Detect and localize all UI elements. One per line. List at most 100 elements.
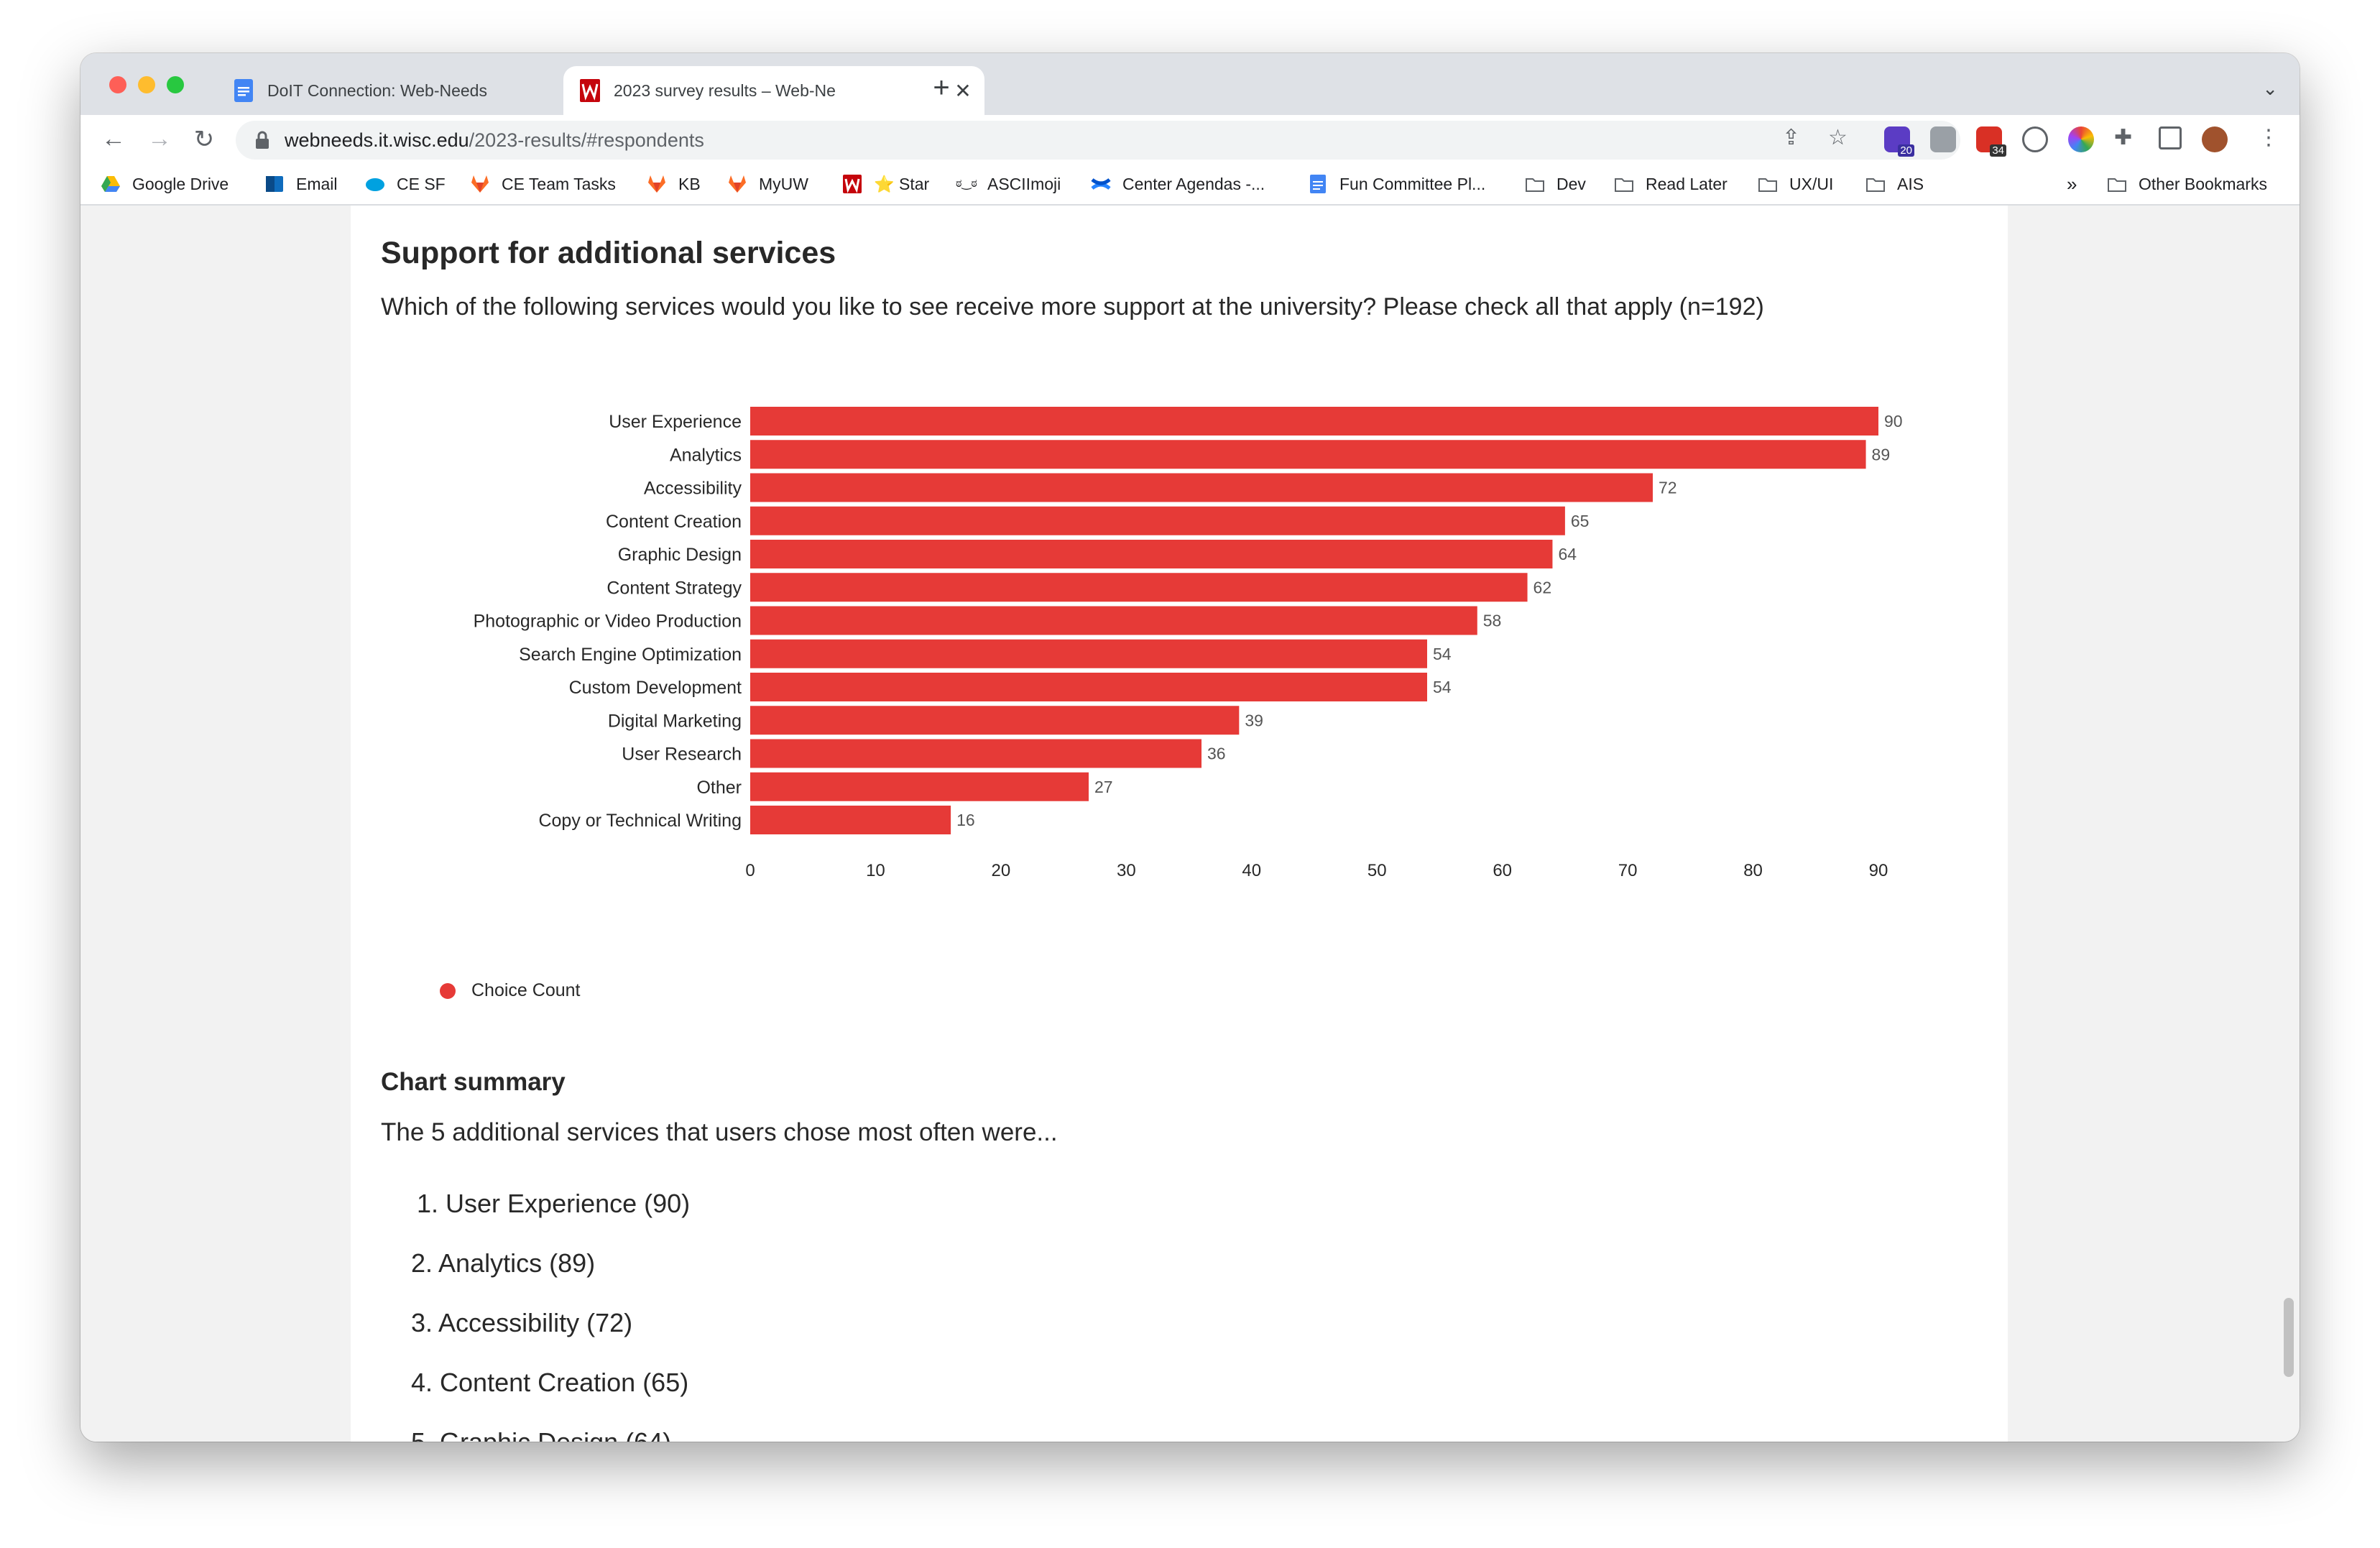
bookmark-label: MyUW (759, 174, 808, 193)
x-tick-label: 60 (1493, 861, 1512, 880)
google-docs-icon (1310, 175, 1326, 193)
tab-search-chevron-icon[interactable]: ⌄ (2262, 78, 2278, 99)
bookmark-other-bookmarks[interactable]: Other Bookmarks (2107, 172, 2267, 195)
chart-legend[interactable]: Choice Count (440, 980, 580, 1001)
data-label: 54 (1433, 645, 1452, 663)
bar[interactable] (750, 440, 1866, 469)
forward-arrow-icon[interactable]: → (147, 125, 172, 152)
bookmark-label: Dev (1556, 174, 1586, 193)
bar[interactable] (750, 407, 1878, 436)
bookmark-label: Google Drive (132, 174, 229, 193)
bookmark-label: Fun Committee Pl... (1339, 174, 1486, 193)
bookmark-asciimoji[interactable]: ಠ‿ಠ ASCIImoji (956, 172, 1061, 195)
bookmark-star-icon[interactable]: ☆ (1828, 126, 1848, 149)
bar[interactable] (750, 772, 1089, 801)
bookmark-label: Email (296, 174, 338, 193)
summary-item: 5. Graphic Design (64) (381, 1427, 690, 1442)
bookmark-folder-read-later[interactable]: Read Later (1614, 172, 1728, 195)
reload-icon[interactable]: ↻ (193, 126, 215, 153)
calendar-extension-icon[interactable]: 34 (1976, 126, 2006, 157)
bar[interactable] (750, 573, 1528, 602)
bar[interactable] (750, 639, 1427, 668)
summary-item: 1. User Experience (90) (417, 1189, 691, 1218)
content-card: Support for additional services Which of… (351, 206, 2008, 1442)
category-label: Digital Marketing (608, 711, 742, 731)
folder-icon (2108, 178, 2126, 192)
close-tab-icon[interactable]: ✕ (954, 79, 972, 102)
data-label: 54 (1433, 678, 1452, 696)
back-arrow-icon[interactable]: ← (101, 125, 126, 152)
gitlab-icon (648, 175, 665, 193)
legend-dot (440, 982, 456, 999)
folder-icon (1615, 178, 1633, 192)
bookmarks-overflow-chevron-icon[interactable]: » (2067, 172, 2077, 195)
bookmark-center-agendas[interactable]: Center Agendas -... (1091, 172, 1265, 195)
minimize-window-button[interactable] (138, 76, 155, 93)
summary-title: Chart summary (381, 1068, 566, 1096)
bookmark-myuw[interactable]: MyUW (727, 172, 808, 195)
bookmarks-bar: Google Drive Email CE SF CE Team Tasks K… (80, 164, 2300, 206)
bookmark-folder-ais[interactable]: AIS (1865, 172, 1924, 195)
bookmark-folder-dev[interactable]: Dev (1525, 172, 1586, 195)
url-path: /2023-results/#respondents (469, 129, 704, 151)
data-label: 27 (1094, 778, 1113, 796)
bookmark-ce-sf[interactable]: CE SF (365, 172, 446, 195)
profile-avatar[interactable] (2202, 126, 2228, 152)
bookmark-fun-committee[interactable]: Fun Committee Pl... (1308, 172, 1485, 195)
summary-list: 1. User Experience (90) 2. Analytics (89… (381, 1189, 690, 1442)
asciimoji-icon: ಠ‿ಠ (956, 178, 977, 190)
close-window-button[interactable] (109, 76, 126, 93)
outlook-icon (266, 176, 283, 192)
bookmark-email[interactable]: Email (264, 172, 338, 195)
camera-extension-icon[interactable] (1930, 126, 1956, 152)
summary-item: 2. Analytics (89) (411, 1248, 596, 1278)
x-tick-label: 30 (1117, 861, 1136, 880)
tab-strip: DoIT Connection: Web-Needs ✕ 2023 survey… (80, 53, 2300, 115)
extension-badge: 20 (1898, 144, 1914, 157)
share-icon[interactable]: ⇪ (1782, 126, 1801, 149)
bar[interactable] (750, 673, 1427, 701)
bar[interactable] (750, 540, 1553, 568)
category-label: User Research (622, 745, 742, 765)
vertical-scrollbar[interactable] (2284, 1298, 2294, 1377)
category-label: Content Strategy (606, 578, 742, 598)
bookmark-label: Other Bookmarks (2139, 174, 2267, 193)
extension-badge: 34 (1990, 144, 2006, 157)
uw-logo-icon (843, 175, 862, 193)
summary-item: 3. Accessibility (72) (411, 1308, 633, 1337)
bar[interactable] (750, 473, 1653, 502)
gitlab-icon (471, 175, 489, 193)
zoom-window-button[interactable] (167, 76, 184, 93)
summary-item: 4. Content Creation (65) (411, 1368, 689, 1397)
side-panel-icon[interactable] (2159, 126, 2182, 149)
bar[interactable] (750, 606, 1477, 635)
bookmark-label: Read Later (1646, 174, 1728, 193)
bookmark-star[interactable]: ⭐ Star (842, 172, 929, 195)
tab-doit-connection[interactable]: DoIT Connection: Web-Needs ✕ (217, 66, 634, 115)
bar[interactable] (750, 739, 1201, 768)
wordpress-extension-icon[interactable] (2022, 126, 2048, 152)
more-menu-icon[interactable]: ⋮ (2258, 126, 2279, 149)
uw-logo-icon (580, 79, 600, 102)
category-label: Graphic Design (618, 545, 742, 565)
x-tick-label: 40 (1242, 861, 1261, 880)
extension-graduation-icon[interactable]: 20 (1884, 126, 1914, 157)
x-tick-label: 10 (866, 861, 885, 880)
new-tab-button[interactable]: + (933, 72, 950, 103)
tab-survey-results[interactable]: 2023 survey results – Web-Ne ✕ (563, 66, 984, 115)
color-picker-extension-icon[interactable] (2068, 126, 2094, 152)
bar[interactable] (750, 706, 1240, 735)
bookmark-google-drive[interactable]: Google Drive (101, 172, 229, 195)
address-bar[interactable]: webneeds.it.wisc.edu/2023-results/#respo… (236, 121, 1960, 160)
bookmark-folder-ux-ui[interactable]: UX/UI (1758, 172, 1833, 195)
bar[interactable] (750, 806, 951, 834)
extensions-puzzle-icon[interactable]: ✚ (2114, 126, 2133, 149)
bookmark-ce-team-tasks[interactable]: CE Team Tasks (470, 172, 616, 195)
lock-icon (256, 131, 269, 149)
category-label: Photographic or Video Production (474, 612, 742, 632)
data-label: 72 (1659, 479, 1677, 497)
data-label: 58 (1483, 612, 1502, 630)
data-label: 62 (1533, 578, 1552, 596)
bookmark-kb[interactable]: KB (647, 172, 701, 195)
bar[interactable] (750, 506, 1565, 535)
